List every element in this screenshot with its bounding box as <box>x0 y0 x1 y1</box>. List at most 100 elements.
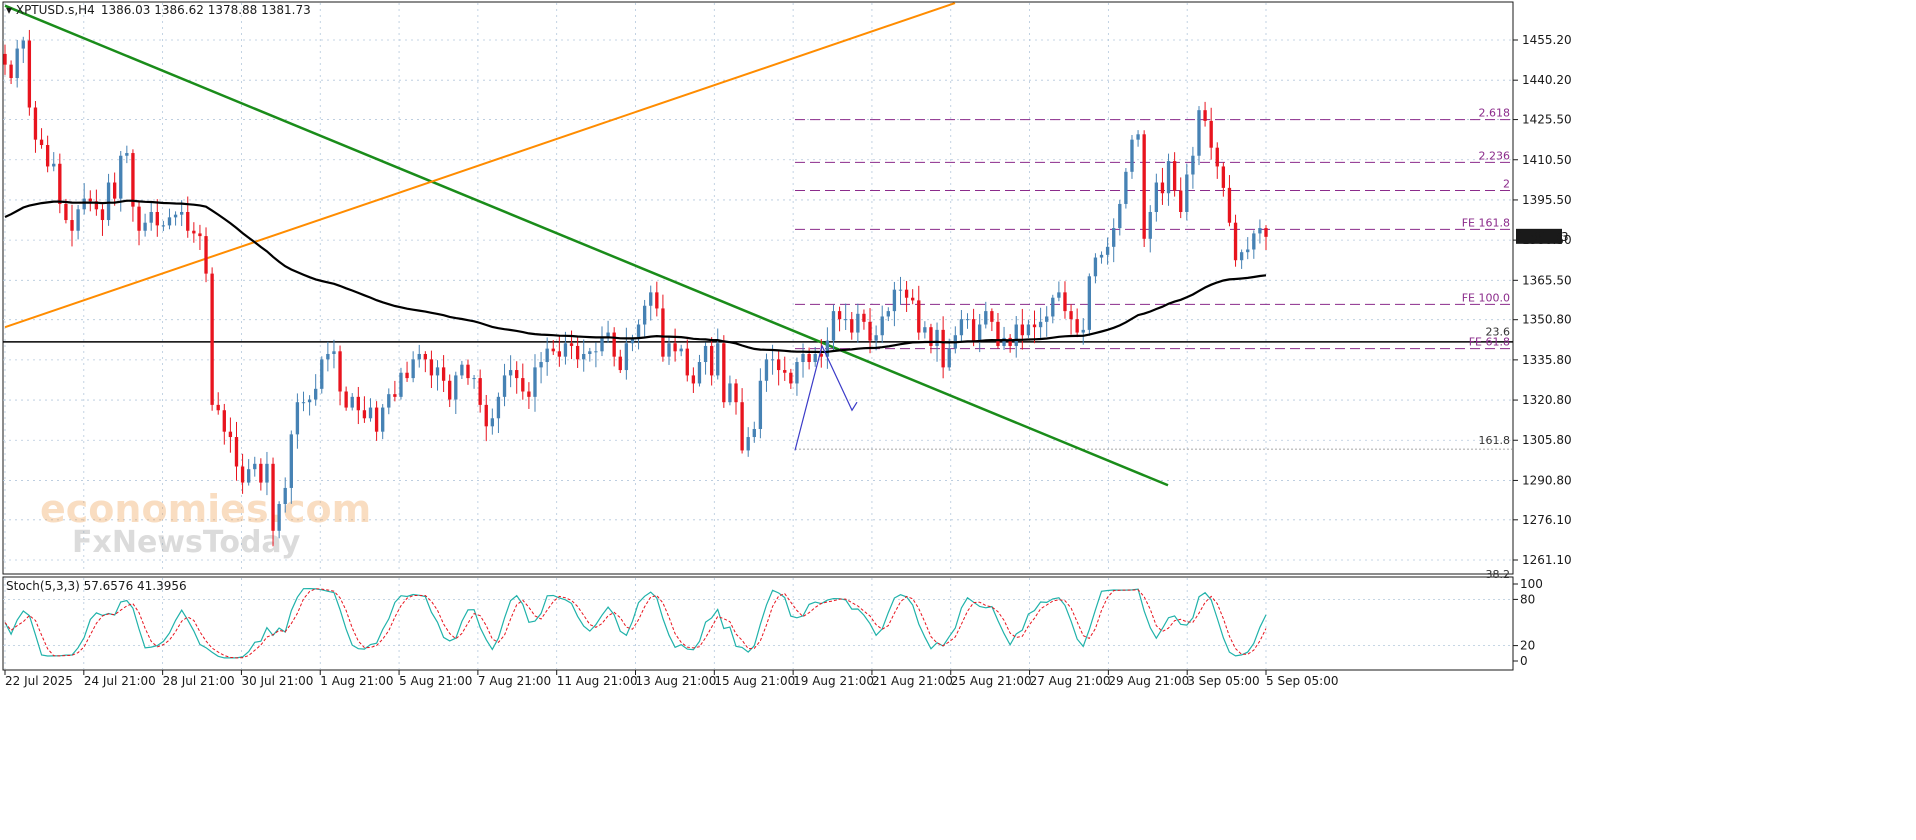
main-plot-frame <box>2 1 1514 575</box>
candle-body <box>649 292 653 306</box>
candle-body <box>1166 161 1171 194</box>
x-tick-label: 21 Aug 21:00 <box>872 674 953 688</box>
candle-body <box>259 463 263 483</box>
candle-body <box>222 410 226 432</box>
candle-body <box>247 469 251 483</box>
candle-body <box>210 273 214 405</box>
candle-body <box>990 311 994 322</box>
candle-body <box>1099 254 1104 258</box>
candle-body <box>947 348 951 368</box>
candle-body <box>636 324 641 338</box>
candle-body <box>82 198 86 210</box>
candle-body <box>265 463 269 483</box>
fib-label: FE 161.8 <box>1462 216 1510 229</box>
candle-body <box>186 211 190 231</box>
candle-body <box>283 487 287 505</box>
candle-body <box>533 367 537 397</box>
candle-body <box>161 225 166 227</box>
ema-line <box>4 199 1267 354</box>
candle-body <box>88 198 92 202</box>
fib-label: 2 <box>1503 178 1510 191</box>
candle-body <box>1014 324 1018 346</box>
candle-body <box>746 437 750 451</box>
y-tick-label: 1290.80 <box>1522 473 1572 487</box>
candle-body <box>478 378 482 405</box>
candle-body <box>192 230 196 234</box>
candle-body <box>1136 134 1140 140</box>
y-tick-label: 1320.80 <box>1522 393 1572 407</box>
candle-body <box>137 206 141 231</box>
candle-body <box>332 351 336 354</box>
candle-body <box>971 319 976 341</box>
candle-body <box>100 209 105 221</box>
candle-body <box>1148 211 1152 239</box>
candle-body <box>1057 292 1061 298</box>
fib-label: FE 100.0 <box>1462 291 1510 304</box>
candle-body <box>837 311 842 320</box>
candle-body <box>1032 324 1037 328</box>
candle-body <box>984 311 988 325</box>
candle-body <box>563 343 568 357</box>
candle-body <box>508 370 513 376</box>
candle-body <box>527 391 531 397</box>
candle-body <box>1105 246 1110 255</box>
candle-body <box>1087 276 1092 330</box>
candle-body <box>856 313 860 333</box>
y-tick-label: 1395.50 <box>1522 193 1572 207</box>
candle-body <box>1008 337 1012 346</box>
candle-body <box>575 345 580 360</box>
svg-text:1381.73: 1381.73 <box>1519 230 1569 244</box>
candle-body <box>9 64 13 79</box>
candle-body <box>1093 257 1098 277</box>
candle-body <box>728 383 732 403</box>
stoch-k-line <box>4 587 1267 659</box>
candle-body <box>941 329 945 368</box>
x-tick-label: 7 Aug 21:00 <box>478 674 551 688</box>
candle-body <box>484 404 488 427</box>
candle-body <box>1215 147 1219 167</box>
wave-pattern <box>794 344 858 451</box>
candle-body <box>904 289 909 298</box>
candle-body <box>1179 190 1183 212</box>
candle-body <box>1185 174 1189 212</box>
candle-body <box>667 343 671 357</box>
candle-body <box>618 356 622 371</box>
candle-body <box>959 319 964 336</box>
candle-body <box>965 319 970 321</box>
x-tick-label: 5 Aug 21:00 <box>399 674 472 688</box>
candle-body <box>27 40 32 108</box>
candle-body <box>490 418 495 427</box>
candle-body <box>789 372 793 384</box>
candle-body <box>1081 329 1085 333</box>
candle-body <box>1252 233 1256 250</box>
level-label: 38.2 <box>1486 568 1511 581</box>
x-tick-label: 24 Jul 21:00 <box>84 674 156 688</box>
candle-body <box>338 351 342 392</box>
candle-body <box>1002 337 1006 346</box>
candle-body <box>381 407 385 432</box>
candle-body <box>764 359 769 381</box>
candle-body <box>307 399 312 403</box>
candle-body <box>314 388 318 400</box>
candle-body <box>173 214 178 218</box>
stoch-tick-label: 0 <box>1520 654 1528 668</box>
x-tick-label: 22 Jul 2025 <box>5 674 73 688</box>
x-tick-label: 29 Aug 21:00 <box>1108 674 1189 688</box>
candle-body <box>234 437 239 467</box>
y-tick-label: 1365.50 <box>1522 273 1572 287</box>
candle-body <box>1172 161 1177 191</box>
candle-body <box>112 182 117 199</box>
candle-body <box>362 410 367 419</box>
candle-body <box>1203 110 1207 121</box>
x-tick-label: 11 Aug 21:00 <box>557 674 638 688</box>
candle-body <box>1075 319 1079 333</box>
fib-label: FE 61.8 <box>1469 336 1510 349</box>
candle-body <box>1209 120 1213 148</box>
candle-body <box>356 396 360 411</box>
candle-body <box>228 431 233 438</box>
candle-body <box>655 292 659 309</box>
candle-body <box>722 343 726 403</box>
y-tick-label: 1261.10 <box>1522 553 1572 567</box>
candle-body <box>1160 182 1165 194</box>
candle-body <box>502 375 507 397</box>
